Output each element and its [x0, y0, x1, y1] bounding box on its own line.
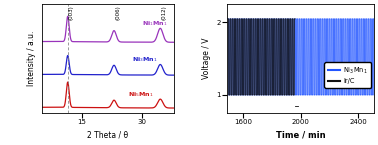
Text: (012): (012): [161, 6, 166, 20]
Text: Ni$_5$Mn$_1$: Ni$_5$Mn$_1$: [128, 90, 153, 99]
Text: Ni$_1$Mn$_1$: Ni$_1$Mn$_1$: [142, 19, 167, 28]
Text: Ni$_3$Mn$_1$: Ni$_3$Mn$_1$: [132, 55, 158, 64]
Y-axis label: Voltage / V: Voltage / V: [202, 38, 211, 79]
Y-axis label: Intensity / a.u.: Intensity / a.u.: [27, 31, 36, 86]
Legend: Ni$_3$Mn$_1$, Ir/C: Ni$_3$Mn$_1$, Ir/C: [324, 62, 371, 88]
X-axis label: 2 Theta / θ: 2 Theta / θ: [87, 131, 129, 140]
Text: (003): (003): [69, 6, 74, 20]
Text: (006): (006): [115, 6, 120, 20]
X-axis label: Time / min: Time / min: [276, 131, 326, 140]
